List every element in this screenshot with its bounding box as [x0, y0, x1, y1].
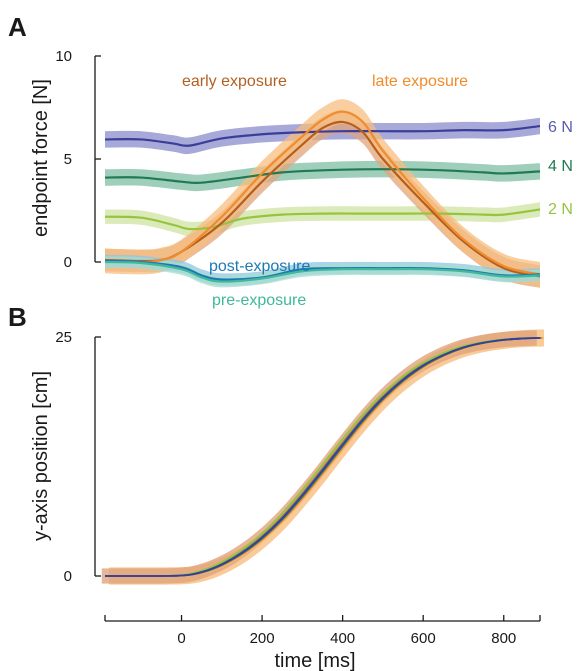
- x-axis-label: time [ms]: [274, 650, 355, 671]
- label-late-exposure: late exposure: [372, 73, 468, 90]
- x-tick-label-400: 400: [330, 630, 355, 647]
- panel-a-lines: [104, 110, 541, 283]
- x-tick-label-200: 200: [250, 630, 275, 647]
- label-6n: 6 N: [548, 119, 573, 136]
- x-tick-label-800: 800: [491, 630, 516, 647]
- band-2-n: [105, 202, 540, 237]
- position-line-1: [104, 337, 537, 577]
- position-band-1: [101, 330, 537, 584]
- panel-a-y-ticks: 0 5 10: [55, 48, 101, 271]
- panel-b-y-tick-label-25: 25: [55, 329, 72, 346]
- x-axis: 0 200 400 600 800 time [ms]: [104, 615, 541, 671]
- position-line-4: [104, 337, 536, 577]
- position-line-8: [104, 337, 540, 577]
- x-tick-label-0: 0: [177, 630, 185, 647]
- x-ticks: 0 200 400 600 800: [104, 615, 541, 647]
- series-line-6-n: [104, 124, 541, 147]
- label-pre-exposure: pre-exposure: [212, 292, 306, 309]
- panel-b-y-tick-label-0: 0: [64, 568, 72, 585]
- position-line-3: [104, 337, 539, 577]
- panel-a-y-label: endpoint force [N]: [30, 79, 52, 237]
- series-line-late-exposure: [104, 110, 541, 276]
- position-line-6: [105, 337, 541, 577]
- label-early-exposure: early exposure: [182, 73, 287, 90]
- panel-b-y-ticks: 0 25: [55, 329, 101, 585]
- panel-a-y-tick-label-10: 10: [55, 48, 72, 65]
- series-line-4-n: [104, 168, 541, 185]
- panel-b-letter: B: [8, 302, 27, 332]
- label-post-exposure: post-exposure: [209, 258, 310, 275]
- panel-b-chart: 0 25 y-axis position [cm]: [30, 329, 545, 585]
- panel-b-bands: [101, 329, 545, 585]
- band-4-n: [105, 160, 540, 192]
- panel-b-y-label: y-axis position [cm]: [30, 371, 52, 541]
- panel-a-letter: A: [8, 12, 27, 42]
- panel-b-lines: [104, 337, 545, 577]
- position-line-7: [104, 337, 541, 577]
- x-tick-label-600: 600: [411, 630, 436, 647]
- label-2n: 2 N: [548, 201, 573, 218]
- position-line-5: [104, 337, 540, 577]
- series-line-pre-exposure: [104, 260, 541, 283]
- panel-a-y-tick-label-0: 0: [64, 254, 72, 271]
- series-line-2-n: [104, 208, 541, 231]
- label-4n: 4 N: [548, 158, 573, 175]
- panel-a-y-tick-label-5: 5: [64, 151, 72, 168]
- panel-a-chart: 0 5 10 endpoint force [N] early exposure l…: [30, 48, 573, 309]
